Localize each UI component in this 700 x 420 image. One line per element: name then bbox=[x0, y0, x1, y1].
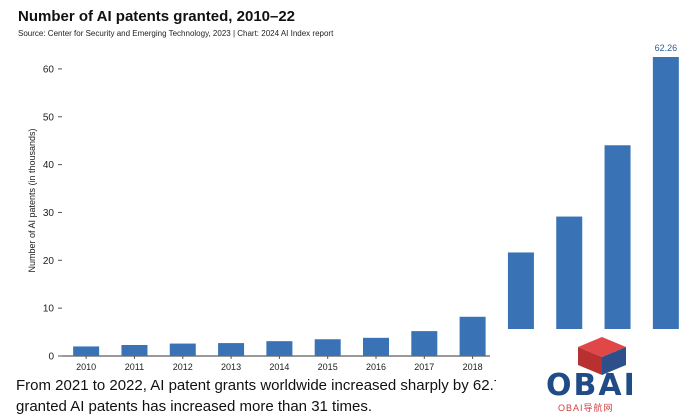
data-label: 62.26 bbox=[655, 43, 678, 53]
x-tick-label: 2013 bbox=[221, 362, 241, 372]
watermark-logo: OBAI OBAI导航网 bbox=[540, 335, 660, 415]
bar-2018 bbox=[459, 316, 486, 356]
caption-line-2: granted AI patents has increased more th… bbox=[16, 398, 373, 415]
x-tick-label: 2016 bbox=[366, 362, 386, 372]
x-tick-label: 2014 bbox=[269, 362, 289, 372]
bar-2011 bbox=[121, 344, 148, 356]
chart-title: Number of AI patents granted, 2010–22 bbox=[18, 8, 296, 25]
x-tick-label: 2017 bbox=[414, 362, 434, 372]
bar-2017 bbox=[411, 331, 438, 356]
bar-2021 bbox=[604, 145, 631, 329]
watermark-subtext: OBAI导航网 bbox=[558, 403, 614, 413]
x-tick-label: 2011 bbox=[125, 362, 144, 372]
y-tick-label: 0 bbox=[48, 352, 54, 363]
x-tick-label: 2015 bbox=[318, 362, 338, 372]
y-tick-label: 60 bbox=[43, 64, 55, 75]
bar-2014 bbox=[266, 341, 293, 356]
bar-2010 bbox=[73, 346, 100, 356]
bar-2020 bbox=[556, 216, 583, 329]
y-tick-label: 30 bbox=[43, 208, 55, 219]
cube-icon bbox=[578, 337, 626, 375]
watermark-word: OBAI bbox=[546, 368, 637, 403]
x-tick-label: 2010 bbox=[76, 362, 96, 372]
y-tick-label: 40 bbox=[43, 160, 55, 171]
bar-2019 bbox=[507, 252, 534, 329]
x-tick-label: 2012 bbox=[173, 362, 193, 372]
bar-2022 bbox=[652, 57, 679, 329]
caption-line-1: From 2021 to 2022, AI patent grants worl… bbox=[16, 377, 496, 394]
bar-2013 bbox=[218, 343, 245, 356]
x-tick-label: 2018 bbox=[463, 362, 483, 372]
bar-2015 bbox=[314, 339, 341, 356]
y-tick-label: 20 bbox=[43, 256, 55, 267]
caption: From 2021 to 2022, AI patent grants worl… bbox=[16, 375, 496, 417]
bar-2016 bbox=[363, 337, 389, 356]
y-tick-label: 50 bbox=[43, 112, 55, 123]
y-tick-label: 10 bbox=[43, 304, 55, 315]
bar-2012 bbox=[169, 343, 196, 356]
chart-subtitle: Source: Center for Security and Emerging… bbox=[18, 29, 334, 38]
y-axis-label: Number of AI patents (in thousands) bbox=[27, 128, 37, 272]
